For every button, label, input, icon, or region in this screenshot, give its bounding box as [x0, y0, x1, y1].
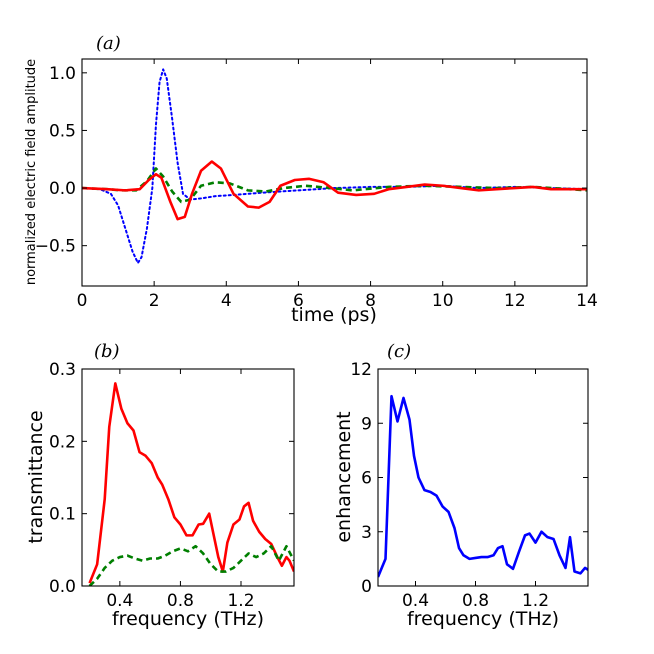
x-tick-label-a: 10 [432, 291, 454, 311]
x-tick-label-b: 1.2 [227, 591, 254, 611]
y-tick-label-b: 0.3 [49, 360, 76, 380]
series-c-blue [378, 394, 588, 578]
y-tick-label-c: 9 [361, 414, 372, 434]
y-axis-label-c: enhancement [333, 411, 355, 542]
series-a-reference [82, 68, 587, 264]
y-tick-label-b: 0.1 [49, 505, 76, 525]
series-a-red [82, 160, 587, 221]
series-b-green [88, 544, 294, 586]
x-tick-label-c: 0.4 [402, 591, 429, 611]
axes-frame-b [81, 368, 295, 587]
panel-label-b: (b) [94, 341, 120, 362]
x-axis-label-a: time (ps) [291, 304, 377, 326]
y-tick-label-c: 0 [361, 577, 372, 597]
y-axis-label-a: normalized electric field amplitude [24, 59, 39, 285]
panel-b: 0.4 0.8 1.2 0.0 0.1 0.2 0.3 (b) frequency (THz) t… [25, 341, 295, 630]
series-a-green [82, 167, 587, 204]
axes-frame-a [81, 58, 588, 287]
x-tick-label-c: 1.2 [522, 591, 549, 611]
y-axis-label-b: transmittance [25, 410, 47, 543]
x-tick-label-a: 0 [77, 291, 88, 311]
axes-frame-c [377, 368, 589, 587]
x-tick-label-b: 0.4 [106, 591, 133, 611]
x-tick-label-a: 8 [365, 291, 376, 311]
x-axis-label-c: frequency (THz) [407, 608, 559, 630]
panel-label-c: (c) [387, 341, 411, 362]
x-tick-label-b: 0.8 [167, 591, 194, 611]
y-tick-label-c: 3 [361, 523, 372, 543]
x-tick-label-a: 4 [221, 291, 232, 311]
y-tick-label-b: 0.2 [49, 432, 76, 452]
series-b-red [88, 382, 294, 584]
x-tick-label-a: 6 [293, 291, 304, 311]
y-tick-label-a: 0.5 [49, 121, 76, 141]
x-tick-label-c: 0.8 [462, 591, 489, 611]
x-tick-label-a: 2 [149, 291, 160, 311]
y-tick-label-c: 12 [350, 360, 372, 380]
y-tick-label-a: −0.5 [35, 237, 76, 257]
x-tick-label-a: 14 [576, 291, 598, 311]
panel-a: 0 2 4 6 8 10 12 14 −0.5 0.0 0.5 1.0 (a) time (ps) norm… [24, 33, 598, 326]
y-tick-label-a: 0.0 [49, 179, 76, 199]
x-tick-label-a: 12 [504, 291, 526, 311]
panel-label-a: (a) [96, 33, 121, 54]
y-tick-label-b: 0.0 [49, 577, 76, 597]
y-tick-label-a: 1.0 [49, 64, 76, 84]
x-axis-label-b: frequency (THz) [112, 608, 264, 630]
panel-c: 0.4 0.8 1.2 0 3 6 9 12 (c) frequency (THz) enhance… [333, 341, 589, 630]
y-tick-label-c: 6 [361, 469, 372, 489]
